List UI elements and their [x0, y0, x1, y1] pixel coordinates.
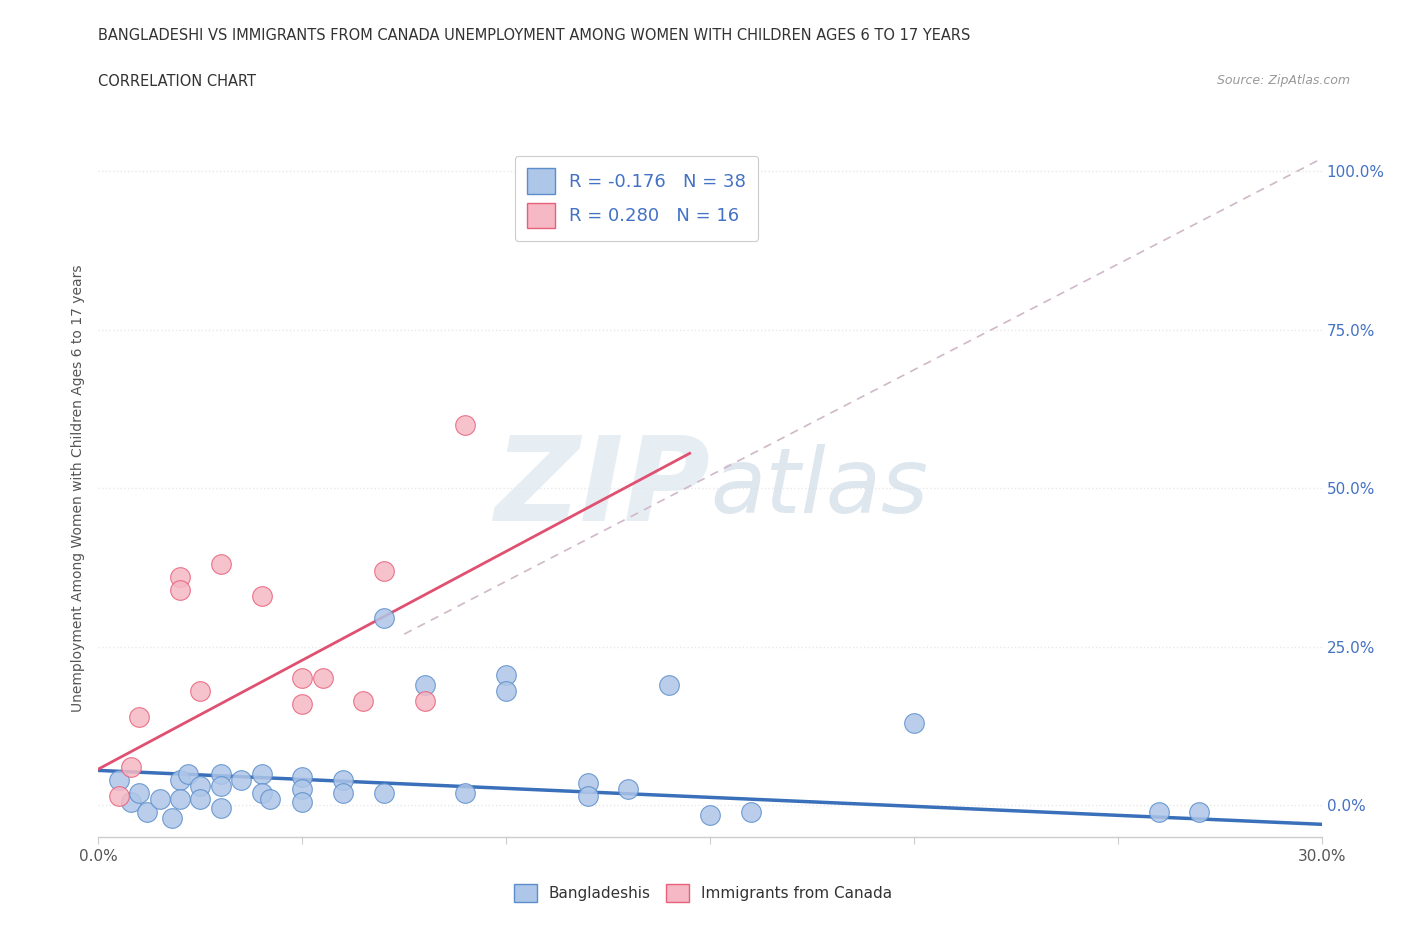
- Point: [108, 773, 131, 788]
- Point: [250, 589, 273, 604]
- Text: atlas: atlas: [710, 445, 928, 532]
- Point: [903, 715, 925, 730]
- Point: [454, 785, 477, 800]
- Point: [495, 684, 517, 698]
- Point: [291, 697, 314, 711]
- Point: [169, 582, 191, 597]
- Point: [658, 677, 681, 692]
- Point: [136, 804, 159, 819]
- Point: [312, 671, 335, 686]
- Point: [231, 773, 253, 788]
- Point: [1147, 804, 1170, 819]
- Point: [128, 785, 150, 800]
- Point: [1188, 804, 1211, 819]
- Point: [291, 794, 314, 809]
- Point: [332, 773, 354, 788]
- Point: [188, 791, 212, 806]
- Point: [291, 769, 314, 784]
- Text: Source: ZipAtlas.com: Source: ZipAtlas.com: [1216, 74, 1350, 87]
- Point: [291, 671, 314, 686]
- Y-axis label: Unemployment Among Women with Children Ages 6 to 17 years: Unemployment Among Women with Children A…: [70, 264, 84, 712]
- Point: [149, 791, 172, 806]
- Point: [576, 220, 599, 235]
- Point: [209, 801, 232, 816]
- Point: [291, 782, 314, 797]
- Point: [250, 785, 273, 800]
- Point: [209, 778, 232, 793]
- Point: [576, 789, 599, 804]
- Point: [259, 791, 281, 806]
- Legend: R = -0.176   N = 38, R = 0.280   N = 16: R = -0.176 N = 38, R = 0.280 N = 16: [515, 155, 758, 241]
- Point: [209, 557, 232, 572]
- Point: [413, 677, 436, 692]
- Point: [617, 782, 640, 797]
- Point: [177, 766, 200, 781]
- Point: [352, 693, 374, 708]
- Point: [108, 789, 131, 804]
- Text: CORRELATION CHART: CORRELATION CHART: [98, 74, 256, 89]
- Point: [576, 776, 599, 790]
- Point: [413, 693, 436, 708]
- Point: [188, 778, 212, 793]
- Point: [188, 684, 212, 698]
- Point: [128, 709, 150, 724]
- Point: [120, 760, 142, 775]
- Point: [454, 418, 477, 432]
- Point: [699, 807, 721, 822]
- Point: [169, 791, 191, 806]
- Point: [332, 785, 354, 800]
- Point: [169, 773, 191, 788]
- Point: [373, 785, 395, 800]
- Legend: Bangladeshis, Immigrants from Canada: Bangladeshis, Immigrants from Canada: [508, 878, 898, 909]
- Point: [120, 794, 142, 809]
- Text: BANGLADESHI VS IMMIGRANTS FROM CANADA UNEMPLOYMENT AMONG WOMEN WITH CHILDREN AGE: BANGLADESHI VS IMMIGRANTS FROM CANADA UN…: [98, 28, 970, 43]
- Point: [373, 564, 395, 578]
- Point: [373, 611, 395, 626]
- Point: [250, 766, 273, 781]
- Text: ZIP: ZIP: [494, 431, 710, 546]
- Point: [169, 569, 191, 584]
- Point: [495, 668, 517, 683]
- Point: [740, 804, 762, 819]
- Point: [209, 766, 232, 781]
- Point: [160, 811, 183, 826]
